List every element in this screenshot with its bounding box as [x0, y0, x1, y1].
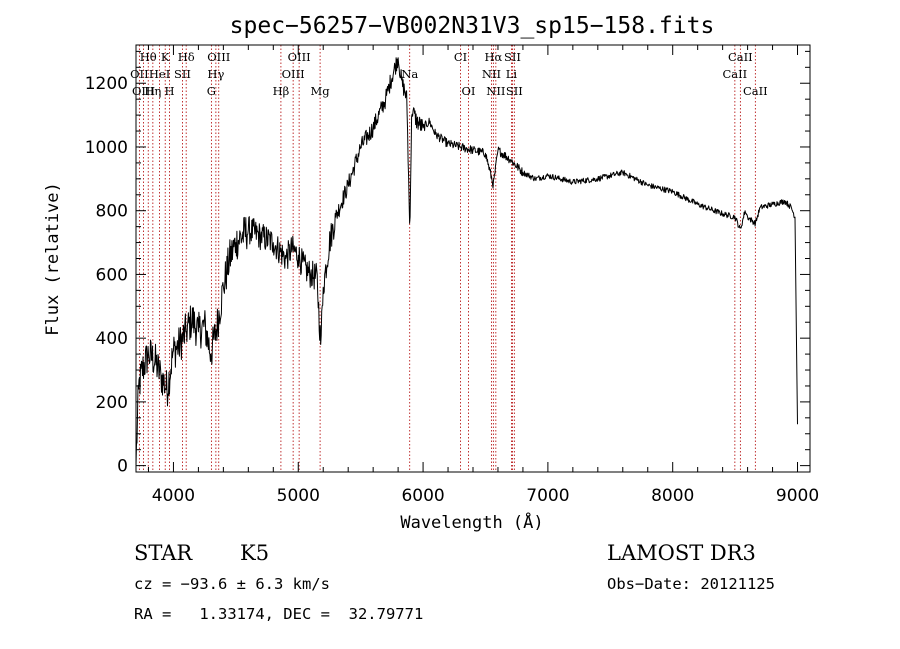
line-label: Hδ: [178, 50, 195, 64]
x-tick-label: 7000: [526, 486, 569, 506]
y-tick-label: 600: [96, 265, 128, 285]
spectrum-line: [135, 57, 798, 466]
line-label: OIII: [282, 67, 305, 81]
line-label: Hγ: [207, 67, 224, 81]
line-label: K: [161, 50, 170, 64]
line-label: CaII: [722, 67, 747, 81]
line-label: SII: [506, 84, 523, 98]
line-label: OII: [130, 67, 149, 81]
y-tick-label: 200: [96, 393, 128, 413]
spectral-line-markers: [138, 45, 756, 472]
line-label: Hβ: [273, 84, 290, 98]
redshift-cz: cz = −93.6 ± 6.3 km/s: [134, 575, 330, 593]
line-label: SII: [174, 67, 191, 81]
line-label: Hα: [484, 50, 502, 64]
y-tick-label: 400: [96, 329, 128, 349]
line-label: CI: [454, 50, 467, 64]
line-label: OI: [462, 84, 476, 98]
y-axis-label: Flux (relative): [43, 182, 63, 336]
line-label: Hη: [144, 84, 161, 98]
x-axis-ticks: 4000 5000 6000 7000 8000 9000: [147, 45, 819, 506]
line-label: CaII: [743, 84, 768, 98]
y-tick-label: 800: [96, 202, 128, 222]
x-tick-label: 4000: [152, 486, 195, 506]
line-label: NII: [486, 84, 505, 98]
x-tick-label: 5000: [277, 486, 320, 506]
line-label: Li: [506, 67, 518, 81]
observation-date: Obs−Date: 20121125: [607, 575, 775, 593]
line-label: H: [165, 84, 175, 98]
line-label: G: [207, 84, 216, 98]
survey-name: LAMOST DR3: [607, 541, 756, 565]
y-tick-label: 0: [117, 457, 128, 477]
y-tick-label: 1000: [85, 138, 128, 158]
line-label: OIII: [288, 50, 311, 64]
line-label: SII: [504, 50, 521, 64]
x-axis-label: Wavelength (Å): [400, 511, 543, 533]
object-class: STAR: [134, 541, 193, 565]
x-tick-label: 9000: [776, 486, 819, 506]
line-label: HeI: [149, 67, 170, 81]
object-subclass: K5: [240, 541, 269, 565]
coordinates: RA = 1.33174, DEC = 32.79771: [134, 605, 423, 623]
line-label: OIII: [132, 84, 155, 98]
line-label: Na: [401, 67, 418, 81]
line-label: CaII: [728, 50, 753, 64]
chart-title: spec−56257−VB002N31V3_sp15−158.fits: [230, 13, 715, 39]
x-tick-label: 8000: [651, 486, 694, 506]
line-label: Hθ: [140, 50, 157, 64]
line-label: NII: [482, 67, 501, 81]
x-tick-label: 6000: [401, 486, 444, 506]
y-axis-ticks: 0 200 400 600 800 1000 1200: [85, 50, 810, 477]
y-tick-label: 1200: [85, 74, 128, 94]
line-label: Mg: [311, 84, 331, 98]
line-label: OIII: [207, 50, 230, 64]
